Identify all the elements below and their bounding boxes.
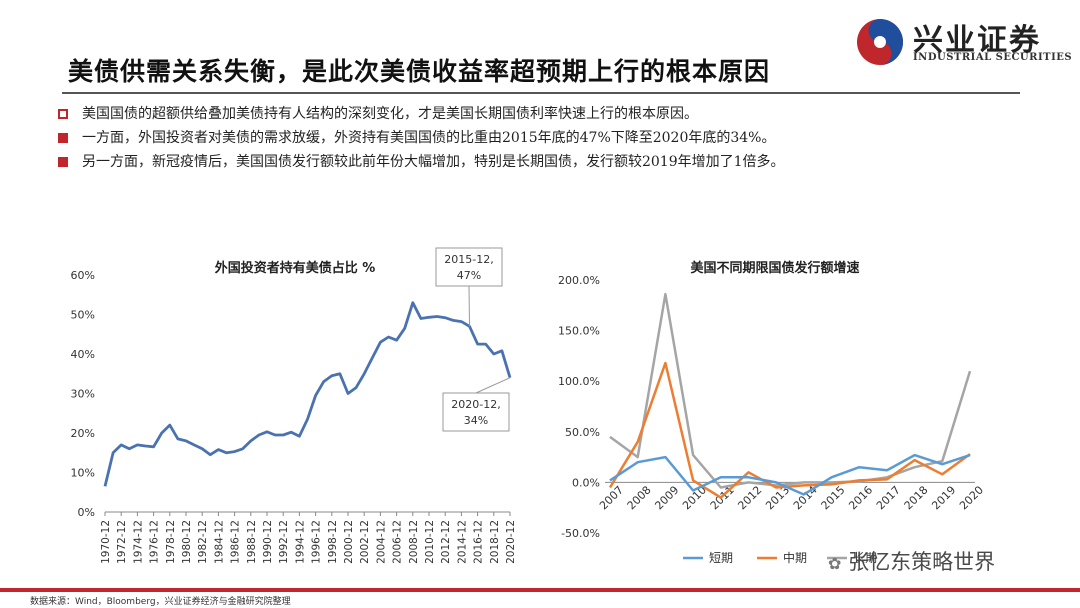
y-tick-label: -50.0% [561, 527, 600, 540]
x-tick-label: 1978-12 [165, 520, 177, 564]
annotation-value: 47% [457, 269, 481, 282]
x-tick-label: 1982-12 [197, 520, 209, 564]
y-axis: -50.0% 0.0% 50.0% 100.0% 150.0% 200.0% [558, 274, 600, 540]
y-tick-label: 60% [71, 269, 95, 282]
legend-label-short: 短期 [709, 551, 733, 565]
data-source: 数据来源：Wind，Bloomberg，兴业证券经济与金融研究院整理 [30, 597, 291, 607]
x-tick-label: 1974-12 [132, 520, 144, 564]
x-tick-label: 2007 [597, 483, 626, 512]
watermark-text: 张忆东策略世界 [848, 550, 996, 574]
annotation-2015: 2015-12, 47% [435, 247, 503, 327]
x-tick-label: 2018-12 [489, 520, 501, 564]
x-tick-label: 2006-12 [392, 520, 404, 564]
series-line-0 [609, 453, 971, 496]
x-tick-label: 2000-12 [343, 520, 355, 564]
series-line-2 [609, 292, 972, 489]
x-tick-label: 2008-12 [408, 520, 420, 564]
x-tick-label: 2014-12 [456, 520, 468, 564]
x-tick-label: 1988-12 [246, 520, 258, 564]
annotation-value: 34% [464, 414, 488, 427]
x-tick-label: 2020-12 [505, 520, 517, 564]
y-tick-label: 150.0% [558, 325, 600, 338]
bullet-text: 美国国债的超额供给叠加美债持有人结构的深刻变化，才是美国长期国债利率快速上行的根… [82, 106, 698, 122]
bullet-item: 一方面，外国投资者对美债的需求放缓，外资持有美国国债的比重由2015年底的47%… [58, 126, 1058, 150]
title-divider [62, 92, 1020, 94]
annotation-leader [475, 377, 511, 394]
series-layer [103, 301, 512, 487]
page-title: 美债供需关系失衡，是此次美债收益率超预期上行的根本原因 [68, 57, 771, 86]
y-tick-label: 20% [71, 427, 95, 440]
y-tick-label: 30% [71, 388, 95, 401]
x-tick-label: 2004-12 [375, 520, 387, 564]
y-tick-label: 100.0% [558, 375, 600, 388]
x-tick-label: 2002-12 [359, 520, 371, 564]
annotation-box [435, 247, 503, 287]
y-tick-label: 0.0% [572, 476, 600, 489]
y-tick-label: 50% [71, 309, 95, 322]
bullet-item: 美国国债的超额供给叠加美债持有人结构的深刻变化，才是美国长期国债利率快速上行的根… [58, 102, 1058, 126]
x-tick-label: 2010-12 [424, 520, 436, 564]
bullet-text: 一方面，外国投资者对美债的需求放缓，外资持有美国国债的比重由2015年底的47%… [82, 130, 776, 146]
foreign-holdings-chart: 外国投资者持有美债占比 % 0% 10% 20% 30% 40% 50% 60% 1970-… [71, 247, 517, 564]
annotation-label: 2015-12, [444, 253, 493, 266]
y-tick-label: 10% [71, 467, 95, 480]
legend-label-long: 长期 [853, 551, 877, 565]
x-tick-label: 2020 [957, 483, 985, 512]
x-tick-label: 2018 [902, 483, 931, 512]
x-tick-label: 1976-12 [149, 520, 161, 564]
y-tick-label: 200.0% [558, 274, 600, 287]
x-tick-label: 1986-12 [230, 520, 242, 564]
x-axis: 1970-12 1972-12 1974-12 1976-12 1978-12 1980-… [100, 511, 517, 564]
brand-name-cn: 兴业证券 [913, 23, 1041, 58]
annotation-leader [468, 285, 470, 327]
chart-title: 美国不同期限国债发行额增速 [690, 260, 859, 276]
filled-square-bullet-icon [58, 133, 68, 143]
x-tick-label: 2016 [846, 483, 875, 512]
x-tick-label: 2012-12 [440, 520, 452, 564]
x-tick-label: 1990-12 [262, 520, 274, 564]
x-tick-label: 2017 [874, 483, 903, 512]
brand-logo: 兴业证券 INDUSTRIAL SECURITIES [855, 15, 1073, 67]
series-layer [608, 292, 972, 499]
annotation-label: 2020-12, [451, 398, 500, 411]
x-tick-label: 2009 [652, 483, 681, 512]
bullet-list: 美国国债的超额供给叠加美债持有人结构的深刻变化，才是美国长期国债利率快速上行的根… [58, 102, 1058, 174]
footer-bar [0, 588, 1080, 592]
x-tick-label: 1994-12 [294, 520, 306, 564]
x-tick-label: 2015 [819, 483, 848, 512]
legend-label-mid: 中期 [783, 550, 807, 565]
brand-emblem-icon [857, 19, 903, 65]
x-tick-label: 1992-12 [278, 520, 290, 564]
chart-title: 外国投资者持有美债占比 % [214, 260, 376, 276]
legend: 短期 中期 长期 [683, 550, 877, 565]
x-tick-label: 1972-12 [116, 520, 128, 564]
x-tick-label: 1996-12 [311, 520, 323, 564]
y-tick-label: 0% [78, 506, 95, 519]
bullet-item: 另一方面，新冠疫情后，美国国债发行额较此前年份大幅增加，特别是长期国债，发行额较… [58, 150, 1058, 174]
x-tick-label: 1984-12 [213, 520, 225, 564]
x-tick-label: 1998-12 [327, 520, 339, 564]
annotation-2020: 2020-12, 34% [442, 377, 511, 432]
hollow-square-bullet-icon [58, 109, 68, 119]
x-tick-label: 2019 [929, 483, 958, 512]
wechat-icon: ✿ [828, 554, 842, 573]
x-tick-label: 1970-12 [100, 520, 112, 564]
watermark: ✿ 张忆东策略世界 [828, 546, 995, 576]
series-line-1 [608, 361, 971, 499]
x-tick-label: 2008 [625, 483, 654, 512]
x-tick-label: 2016-12 [473, 520, 485, 564]
y-axis: 0% 10% 20% 30% 40% 50% 60% [71, 269, 95, 519]
filled-square-bullet-icon [58, 157, 68, 167]
issuance-growth-chart: 美国不同期限国债发行额增速 -50.0% 0.0% 50.0% 100.0% 150.0… [558, 260, 985, 565]
x-tick-label: 1980-12 [181, 520, 193, 564]
bullet-text: 另一方面，新冠疫情后，美国国债发行额较此前年份大幅增加，特别是长期国债，发行额较… [82, 154, 785, 170]
series-line-foreign-holdings [103, 301, 512, 487]
x-tick-label: 2012 [735, 483, 764, 512]
y-tick-label: 50.0% [565, 426, 600, 439]
y-tick-label: 40% [71, 348, 95, 361]
brand-name-en: INDUSTRIAL SECURITIES [913, 52, 1073, 63]
